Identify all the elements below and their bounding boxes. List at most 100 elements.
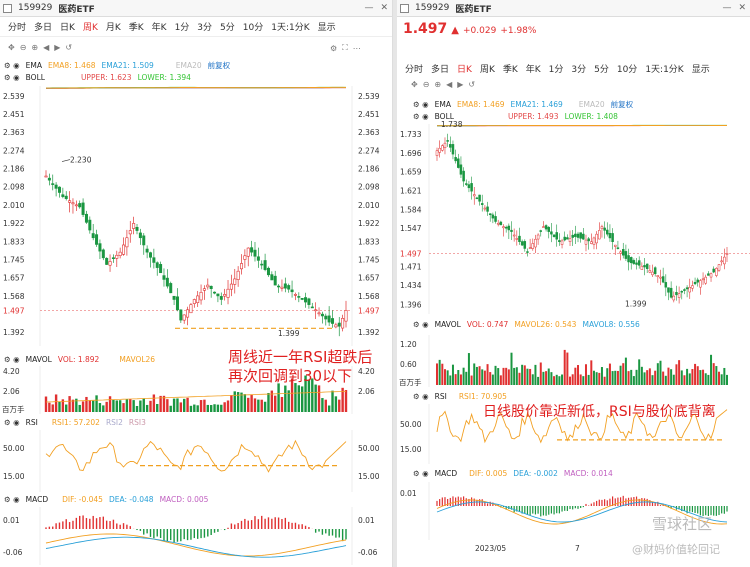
volume-bar: [145, 404, 149, 412]
fq-toggle[interactable]: 前复权: [610, 100, 634, 109]
weekly-volume-chart: 4.20 2.06 百万手 4.20 2.06: [2, 366, 375, 414]
tab-1[interactable]: 多日: [431, 64, 450, 75]
volume-bar: [341, 387, 344, 412]
volume-bar: [603, 376, 606, 385]
volume-bar: [206, 404, 209, 412]
zoom-out-icon[interactable]: ⊖: [19, 43, 27, 52]
price-tick-left: 2.539: [3, 92, 25, 101]
price-tick-right: 2.010: [358, 201, 380, 210]
tab-4[interactable]: 季K: [502, 64, 518, 75]
ema-gear-icon[interactable]: ⚙ ◉: [4, 61, 20, 70]
volume-bar: [443, 369, 446, 385]
boll-gear-icon[interactable]: ⚙ ◉: [413, 112, 429, 121]
candle-body: [297, 296, 301, 298]
volume-bar: [196, 405, 199, 412]
tab-8[interactable]: 3分: [197, 23, 213, 33]
dif-value: DIF: 0.005: [469, 469, 508, 478]
price-tick-right: 2.451: [358, 110, 380, 119]
forward-icon[interactable]: ▶: [54, 43, 61, 52]
fq-toggle[interactable]: 前复权: [207, 61, 231, 70]
candle-body: [54, 184, 58, 189]
volume-bar: [183, 398, 186, 412]
zoom-in-icon[interactable]: ⊕: [434, 80, 442, 89]
tab-10[interactable]: 10分: [242, 23, 264, 33]
tab-3[interactable]: 周K: [82, 23, 98, 33]
macd-gear-icon[interactable]: ⚙ ◉: [413, 469, 429, 478]
tab-5[interactable]: 年K: [525, 64, 541, 75]
daily-chart-panel: 159929 医药ETF — ✕ 1.497 ▲ +0.029 +1.98% 分…: [397, 0, 750, 567]
rsi-gear-icon[interactable]: ⚙ ◉: [4, 418, 20, 427]
zoom-in-icon[interactable]: ⊕: [31, 43, 39, 52]
volume-bar: [646, 370, 649, 385]
volume-bar: [186, 397, 189, 412]
volume-bar: [523, 365, 526, 385]
back-icon[interactable]: ◀: [43, 43, 50, 52]
mavol-gear-icon[interactable]: ⚙ ◉: [4, 355, 20, 364]
tab-11[interactable]: 显示: [691, 64, 710, 75]
minimize-icon[interactable]: —: [364, 3, 374, 13]
tab-10[interactable]: 1天:1分K: [645, 64, 684, 75]
candle-body: [504, 226, 508, 229]
more-icon[interactable]: ⋯: [352, 43, 361, 53]
candle-body: [587, 238, 590, 242]
daily-price-chart: 1.733 1.696 1.659 1.621 1.584 1.547 1.497 1.471…: [400, 120, 750, 314]
rsi-label: RSI: [25, 418, 38, 427]
reset-icon[interactable]: ↺: [468, 80, 476, 89]
price-tick-left: 1.922: [3, 219, 25, 228]
panel-divider[interactable]: [393, 0, 397, 567]
macd-gear-icon[interactable]: ⚙ ◉: [4, 495, 20, 504]
mavol-gear-icon[interactable]: ⚙ ◉: [413, 320, 429, 329]
tab-5[interactable]: 季K: [128, 23, 144, 33]
price-tick-left: 2.010: [3, 201, 25, 210]
tab-9[interactable]: 10分: [616, 64, 638, 75]
tab-2[interactable]: 日K: [457, 64, 472, 75]
candle-body: [571, 234, 574, 238]
tab-7[interactable]: 3分: [571, 64, 587, 75]
tab-0[interactable]: 分时: [8, 23, 27, 33]
tab-3[interactable]: 周K: [479, 64, 495, 75]
candle-body: [182, 314, 186, 321]
candle-body: [209, 285, 213, 289]
mavol8-value: MAVOL8: 0.556: [582, 320, 640, 329]
zoom-out-icon[interactable]: ⊖: [422, 80, 430, 89]
tab-11[interactable]: 1天:1分K: [271, 23, 310, 33]
rsi-gear-icon[interactable]: ⚙ ◉: [413, 392, 429, 401]
fullscreen-icon[interactable]: ⛶: [342, 43, 348, 52]
back-icon[interactable]: ◀: [446, 80, 453, 89]
tab-0[interactable]: 分时: [405, 64, 424, 75]
candle-body: [341, 318, 345, 329]
crosshair-icon[interactable]: ✥: [411, 80, 418, 89]
volume-bar: [176, 398, 179, 412]
tab-6[interactable]: 年K: [151, 23, 167, 33]
rsi1-value: RSI1: 70.905: [458, 392, 507, 401]
tab-2[interactable]: 日K: [60, 23, 75, 33]
volume-bar: [481, 369, 484, 385]
tab-6[interactable]: 1分: [548, 64, 564, 75]
boll-gear-icon[interactable]: ⚙ ◉: [4, 73, 20, 82]
price-tick-left: 1.833: [3, 237, 25, 246]
settings-icon[interactable]: ⚙: [330, 43, 338, 53]
candle-body: [290, 289, 294, 293]
close-icon[interactable]: ✕: [380, 3, 388, 13]
minimize-icon[interactable]: —: [722, 3, 732, 13]
tab-1[interactable]: 多日: [34, 23, 53, 33]
tab-8[interactable]: 5分: [594, 64, 609, 75]
candle-body: [590, 241, 593, 244]
volume-bar: [135, 405, 139, 412]
dif-line: [45, 533, 347, 557]
ema-legend: ⚙ ◉ EMA EMA8: 1.468 EMA21: 1.509 EMA20 前…: [4, 60, 230, 71]
tab-12[interactable]: 显示: [317, 23, 336, 33]
reset-icon[interactable]: ↺: [65, 43, 73, 52]
candle-body: [327, 315, 331, 323]
close-icon[interactable]: ✕: [738, 3, 746, 13]
volume-bar: [494, 365, 497, 385]
tab-4[interactable]: 月K: [105, 23, 121, 33]
candle-body: [579, 232, 582, 239]
vol-value: VOL: 1.892: [57, 355, 100, 364]
crosshair-icon[interactable]: ✥: [8, 43, 15, 52]
ema-gear-icon[interactable]: ⚙ ◉: [413, 100, 429, 109]
tab-9[interactable]: 5分: [220, 23, 235, 33]
forward-icon[interactable]: ▶: [457, 80, 464, 89]
tab-7[interactable]: 1分: [174, 23, 190, 33]
candle-body: [283, 283, 287, 289]
